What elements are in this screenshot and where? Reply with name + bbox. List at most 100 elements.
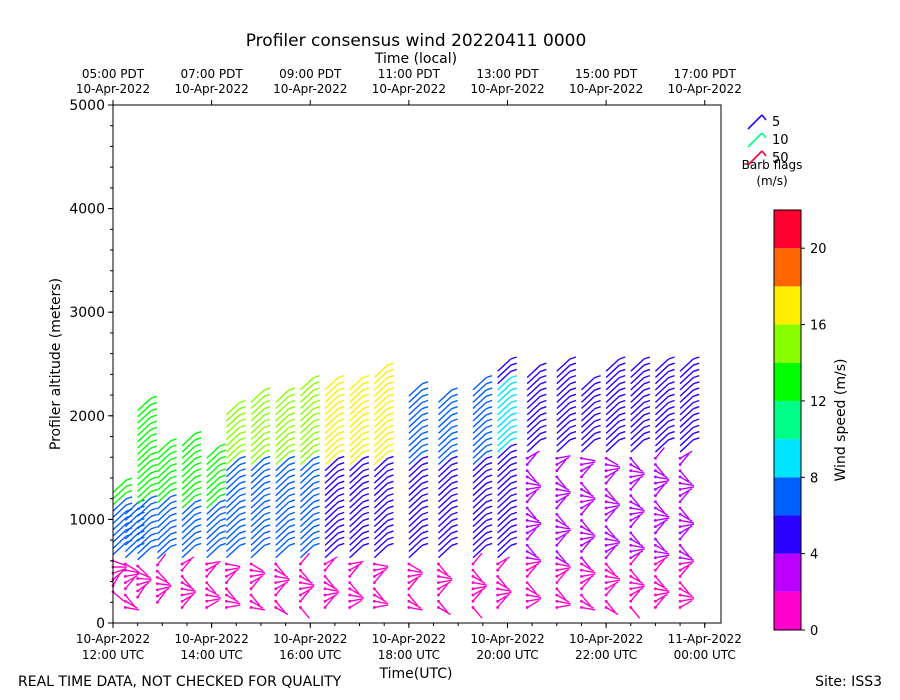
barb-flag [150, 451, 158, 455]
wind-barb [349, 414, 364, 428]
wind-barb [124, 538, 139, 553]
barb-flag [693, 412, 700, 416]
wind-barb [497, 433, 512, 447]
barb-flag [313, 486, 320, 491]
calm-marker [629, 574, 633, 578]
wind-barb [124, 574, 138, 584]
wind-barb [655, 513, 670, 518]
barb-flag [239, 412, 246, 416]
barb-flag [451, 461, 458, 466]
wind-barb [181, 495, 196, 509]
calm-marker [654, 581, 657, 584]
wind-barb [275, 526, 290, 540]
wind-barb [250, 594, 261, 607]
calm-marker [604, 550, 608, 553]
barb-flag [421, 474, 429, 478]
barb-flag [313, 493, 320, 497]
barb-flag [619, 406, 626, 410]
barb-flag [239, 493, 246, 497]
calm-marker [678, 494, 682, 497]
wind-barb [324, 591, 339, 596]
barb-flag [337, 381, 345, 385]
wind-barb [472, 414, 487, 428]
wind-barb [226, 563, 241, 568]
barb-flag [421, 393, 429, 397]
barb-flag [313, 424, 320, 429]
wind-barb [373, 489, 388, 503]
wind-barb [408, 482, 423, 497]
barb-flag [594, 412, 601, 416]
wind-barb [206, 495, 221, 509]
calm-marker [678, 537, 682, 541]
wind-barb [437, 433, 453, 447]
wind-barb [408, 470, 423, 484]
barb-flag [194, 511, 202, 516]
wind-barb [630, 473, 645, 478]
wind-barb [556, 364, 571, 378]
wind-barb [497, 476, 512, 490]
barb-flag [594, 437, 601, 441]
wind-barb [556, 433, 571, 447]
wind-barb [324, 495, 339, 509]
wind-barb [373, 538, 388, 553]
wind-barb [527, 482, 542, 487]
wind-barb [654, 377, 670, 391]
barb-flag [239, 474, 246, 478]
barb-flag [668, 368, 675, 373]
wind-barb [275, 520, 290, 534]
wind-barb [526, 414, 541, 428]
calm-marker [274, 593, 278, 597]
plot-area [111, 104, 722, 624]
barb-flag [239, 536, 246, 540]
barb-flag [194, 455, 202, 460]
wind-barb [250, 426, 265, 441]
wind-barb [556, 534, 567, 546]
barb-flag [693, 362, 700, 366]
calm-marker [580, 469, 583, 473]
wind-barb [225, 588, 236, 601]
wind-barb [605, 433, 620, 447]
calm-marker [629, 481, 633, 485]
wind-barb [373, 594, 387, 603]
wind-barb [156, 477, 172, 491]
calm-marker [580, 531, 583, 535]
wind-barb [156, 521, 172, 535]
top-tick-date: 10-Apr-2022 [273, 82, 347, 96]
wind-barb [679, 383, 694, 397]
wind-barb [605, 469, 619, 478]
wind-barb [373, 544, 388, 559]
barb-flag [150, 482, 158, 487]
wind-barb [373, 395, 388, 410]
wind-barb [275, 507, 290, 521]
wind-barb [497, 575, 508, 588]
calm-marker [604, 581, 608, 584]
calm-marker [155, 594, 159, 598]
wind-barb [250, 520, 265, 534]
wind-barb [137, 534, 152, 548]
calm-marker [629, 537, 633, 541]
wind-barb [527, 560, 542, 565]
calm-marker [525, 506, 529, 510]
wind-barb [526, 599, 540, 609]
wind-barb [630, 475, 644, 484]
barb-flag [337, 449, 345, 453]
legend-flag [761, 114, 767, 121]
wind-barb [226, 604, 241, 609]
wind-barb [181, 513, 196, 528]
wind-barb [157, 576, 171, 585]
wind-barb [206, 520, 221, 534]
wind-barb [324, 457, 339, 472]
wind-barb [556, 370, 571, 385]
barb-flag [150, 513, 158, 518]
calm-marker [496, 606, 500, 609]
wind-barb [324, 513, 339, 528]
barb-flag [421, 517, 429, 522]
barb-flag [194, 493, 202, 497]
barb-flag [421, 430, 429, 435]
wind-barb [373, 383, 388, 397]
barb-flag [362, 387, 370, 391]
wind-barb [679, 527, 690, 540]
wind-barb [299, 451, 315, 466]
wind-barb [497, 457, 512, 472]
wind-barb [581, 535, 596, 540]
